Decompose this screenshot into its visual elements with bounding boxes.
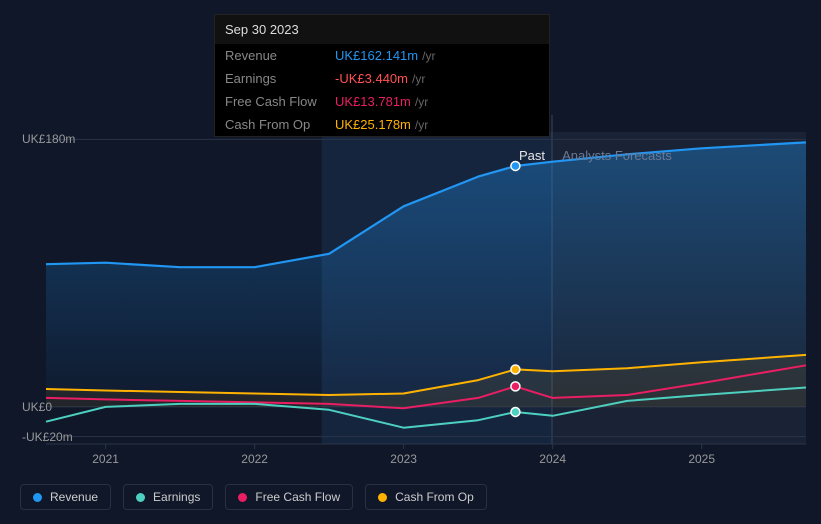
legend-item-revenue[interactable]: Revenue — [20, 484, 111, 510]
x-axis-tick: 2025 — [688, 452, 715, 466]
legend-swatch-icon — [378, 493, 387, 502]
legend-label: Cash From Op — [395, 490, 474, 504]
x-axis-tick: 2021 — [92, 452, 119, 466]
legend-swatch-icon — [136, 493, 145, 502]
tooltip-suffix: /yr — [415, 118, 428, 132]
y-axis-tick: UK£180m — [22, 132, 75, 146]
tooltip-metric-label: Cash From Op — [225, 117, 335, 132]
tooltip-date: Sep 30 2023 — [215, 15, 549, 44]
legend-item-free-cash-flow[interactable]: Free Cash Flow — [225, 484, 353, 510]
tooltip-row: Cash From OpUK£25.178m/yr — [215, 113, 549, 136]
legend-item-cash-from-op[interactable]: Cash From Op — [365, 484, 487, 510]
chart-legend: Revenue Earnings Free Cash Flow Cash From O… — [20, 484, 487, 510]
tooltip-suffix: /yr — [412, 72, 425, 86]
tooltip-metric-label: Free Cash Flow — [225, 94, 335, 109]
tooltip-metric-value: -UK£3.440m — [335, 71, 408, 86]
y-axis-tick: -UK£20m — [22, 430, 73, 444]
financial-chart: Sep 30 2023 RevenueUK£162.141m/yrEarning… — [0, 0, 821, 524]
tooltip-metric-value: UK£25.178m — [335, 117, 411, 132]
legend-swatch-icon — [238, 493, 247, 502]
tooltip-metric-value: UK£162.141m — [335, 48, 418, 63]
legend-item-earnings[interactable]: Earnings — [123, 484, 213, 510]
tooltip-suffix: /yr — [415, 95, 428, 109]
tooltip-row: Earnings-UK£3.440m/yr — [215, 67, 549, 90]
past-label: Past — [519, 148, 545, 163]
x-axis-tick: 2022 — [241, 452, 268, 466]
chart-tooltip: Sep 30 2023 RevenueUK£162.141m/yrEarning… — [214, 14, 550, 137]
tooltip-metric-label: Revenue — [225, 48, 335, 63]
x-axis-tick: 2023 — [390, 452, 417, 466]
tooltip-row: Free Cash FlowUK£13.781m/yr — [215, 90, 549, 113]
legend-label: Earnings — [153, 490, 200, 504]
forecast-label: Analysts Forecasts — [562, 148, 672, 163]
legend-label: Revenue — [50, 490, 98, 504]
tooltip-row: RevenueUK£162.141m/yr — [215, 44, 549, 67]
legend-swatch-icon — [33, 493, 42, 502]
tooltip-suffix: /yr — [422, 49, 435, 63]
y-axis-tick: UK£0 — [22, 400, 52, 414]
legend-label: Free Cash Flow — [255, 490, 340, 504]
tooltip-metric-value: UK£13.781m — [335, 94, 411, 109]
tooltip-metric-label: Earnings — [225, 71, 335, 86]
x-axis-tick: 2024 — [539, 452, 566, 466]
